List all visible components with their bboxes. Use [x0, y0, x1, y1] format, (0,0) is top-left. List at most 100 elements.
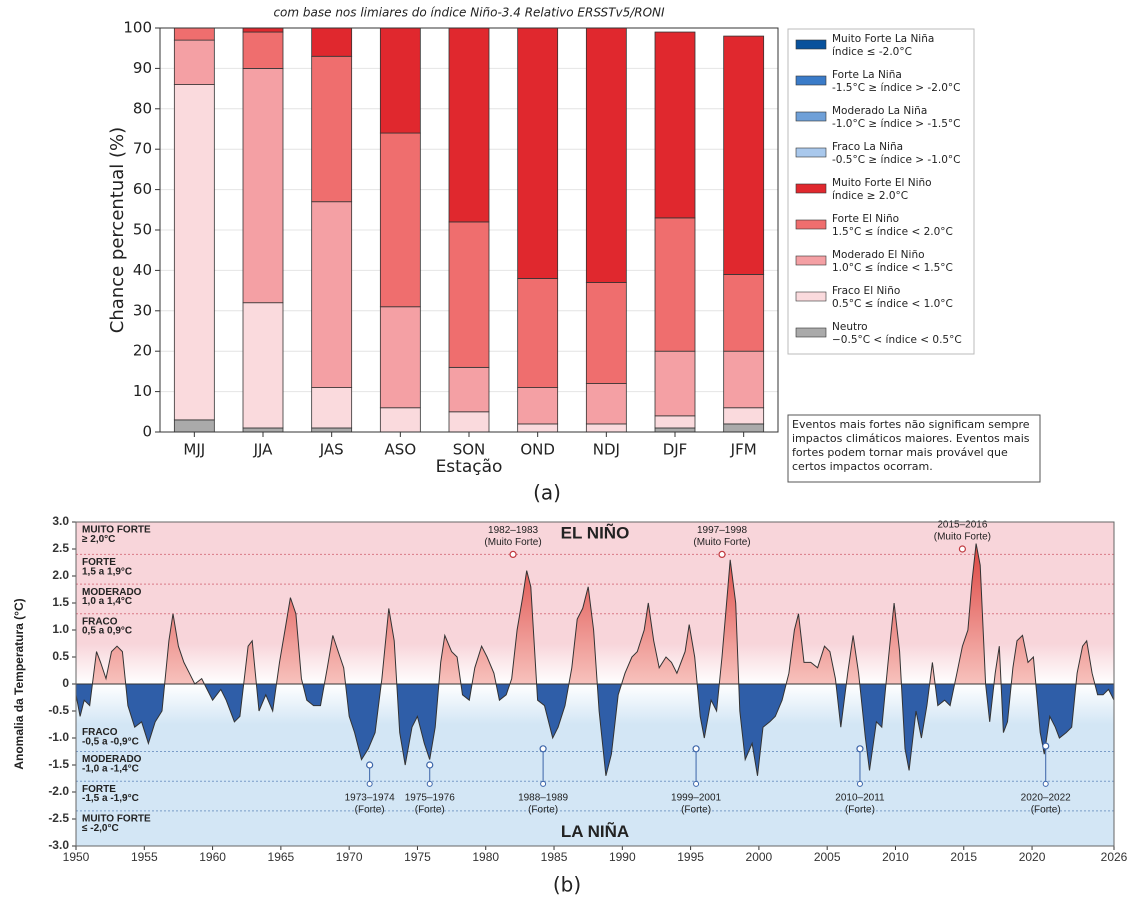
bar-segment — [311, 55, 353, 203]
bar-segment — [173, 39, 215, 85]
bg-la-nina — [76, 724, 1114, 846]
legend-label: Muito Forte El Niño — [832, 177, 932, 189]
y-tick-label: -2.5 — [48, 811, 69, 825]
x-tick-label: ASO — [385, 441, 417, 459]
y-axis-label: Anomalia da Temperatura (°C) — [12, 598, 26, 769]
x-tick-label: 2015 — [950, 850, 977, 864]
y-tick-label: 1.5 — [52, 595, 69, 609]
event-label: 2015–2016 — [937, 520, 987, 531]
event-foot — [693, 780, 700, 787]
y-tick-label: 0 — [142, 423, 152, 441]
bar-segment — [379, 132, 421, 308]
event-label: 1999–2001 — [671, 793, 721, 804]
x-tick-label: 1960 — [199, 850, 226, 864]
band-label: FORTE — [82, 784, 116, 795]
event-foot — [1042, 780, 1049, 787]
legend-range: -1.0°C ≥ índice > -1.5°C — [832, 118, 960, 130]
bar-segment — [173, 419, 215, 433]
bg-el-nino — [76, 522, 1114, 644]
bar-segment — [448, 411, 490, 433]
legend-swatch — [795, 183, 827, 194]
bar-segment — [379, 306, 421, 409]
bar-segment — [654, 415, 696, 429]
area-positive — [76, 543, 1114, 684]
band-range: 0,5 a 0,9°C — [82, 626, 132, 637]
bar-segment — [723, 274, 765, 352]
x-axis-label: Estação — [436, 457, 503, 477]
legend-range: −0.5°C < índice < 0.5°C — [832, 334, 962, 346]
band-range: 1,5 a 1,9°C — [82, 566, 132, 577]
bar-segment — [448, 221, 490, 368]
caption: (a) — [533, 481, 561, 505]
bar-segment — [654, 427, 696, 433]
y-tick-label: 60 — [133, 180, 152, 198]
event-strength: (Muito Forte) — [934, 532, 991, 543]
legend-label: Moderado La Niña — [832, 105, 927, 117]
x-tick-label: NDJ — [593, 441, 620, 459]
y-tick-label: -0.5 — [48, 703, 69, 717]
band-range: -0,5 a -0,9°C — [82, 736, 139, 747]
note-line: fortes podem tornar mais provável que — [792, 446, 1008, 459]
bar-segment — [242, 68, 284, 304]
x-tick-label: 1990 — [609, 850, 636, 864]
x-tick-label: JJA — [253, 441, 274, 459]
y-tick-label: -1.5 — [48, 757, 69, 771]
bar-segment — [311, 27, 353, 57]
series-line — [75, 543, 1115, 776]
y-tick-label: 100 — [123, 19, 152, 37]
bar-segment — [173, 27, 215, 41]
bar-segment — [379, 27, 421, 134]
legend-label: Moderado El Niño — [832, 249, 925, 261]
x-tick-label: 2026 — [1101, 850, 1128, 864]
event-marker — [692, 745, 700, 753]
x-tick-label: OND — [520, 441, 555, 459]
bar-segment — [517, 27, 559, 279]
legend-range: índice ≥ 2.0°C — [832, 190, 908, 202]
note-line: certos impactos ocorram. — [792, 460, 933, 473]
legend-range: 1.5°C ≤ índice < 2.0°C — [832, 226, 953, 238]
y-tick-label: 30 — [133, 301, 152, 319]
y-tick-label: 90 — [133, 59, 152, 77]
legend-swatch — [795, 219, 827, 230]
x-tick-label: SON — [453, 441, 486, 459]
x-tick-label: 1995 — [677, 850, 704, 864]
y-tick-label: 2.5 — [52, 541, 69, 555]
bar-segment — [585, 423, 627, 433]
bar-segment — [585, 383, 627, 425]
x-tick-label: 1970 — [336, 850, 363, 864]
event-marker — [426, 761, 434, 769]
event-strength: (Forte) — [1031, 805, 1061, 816]
band-label: FRACO — [82, 727, 118, 738]
bar-segment — [654, 350, 696, 417]
note-line: Eventos mais fortes não significam sempr… — [792, 418, 1030, 431]
legend-range: -0.5°C ≥ índice > -1.0°C — [832, 154, 960, 166]
event-strength: (Forte) — [845, 805, 875, 816]
y-tick-label: 70 — [133, 140, 152, 158]
band-range: -1,0 a -1,4°C — [82, 763, 139, 774]
legend-swatch — [795, 39, 827, 50]
band-range: ≤ -2,0°C — [82, 823, 119, 834]
y-tick-label: 10 — [133, 382, 152, 400]
y-tick-label: 40 — [133, 261, 152, 279]
note-box — [787, 414, 1041, 483]
chart-title: com base nos limiares do índice Niño-3.4… — [273, 6, 665, 20]
band-label: FORTE — [82, 557, 116, 568]
legend-label: Fraco La Niña — [832, 141, 903, 153]
y-tick-label: 0 — [62, 676, 69, 690]
bar-segment — [311, 427, 353, 433]
legend-range: 0.5°C ≤ índice < 1.0°C — [832, 298, 953, 310]
event-label: 1997–1998 — [697, 525, 747, 536]
x-tick-label: 2000 — [746, 850, 773, 864]
event-strength: (Muito Forte) — [693, 537, 750, 548]
event-label: 1973–1974 — [345, 793, 395, 804]
event-strength: (Muito Forte) — [484, 537, 541, 548]
bar-segment — [242, 31, 284, 69]
event-label: 1982–1983 — [488, 525, 538, 536]
plot-frame — [159, 27, 779, 433]
x-tick-label: 2005 — [814, 850, 841, 864]
event-marker — [366, 761, 374, 769]
y-tick-label: 80 — [133, 99, 152, 117]
